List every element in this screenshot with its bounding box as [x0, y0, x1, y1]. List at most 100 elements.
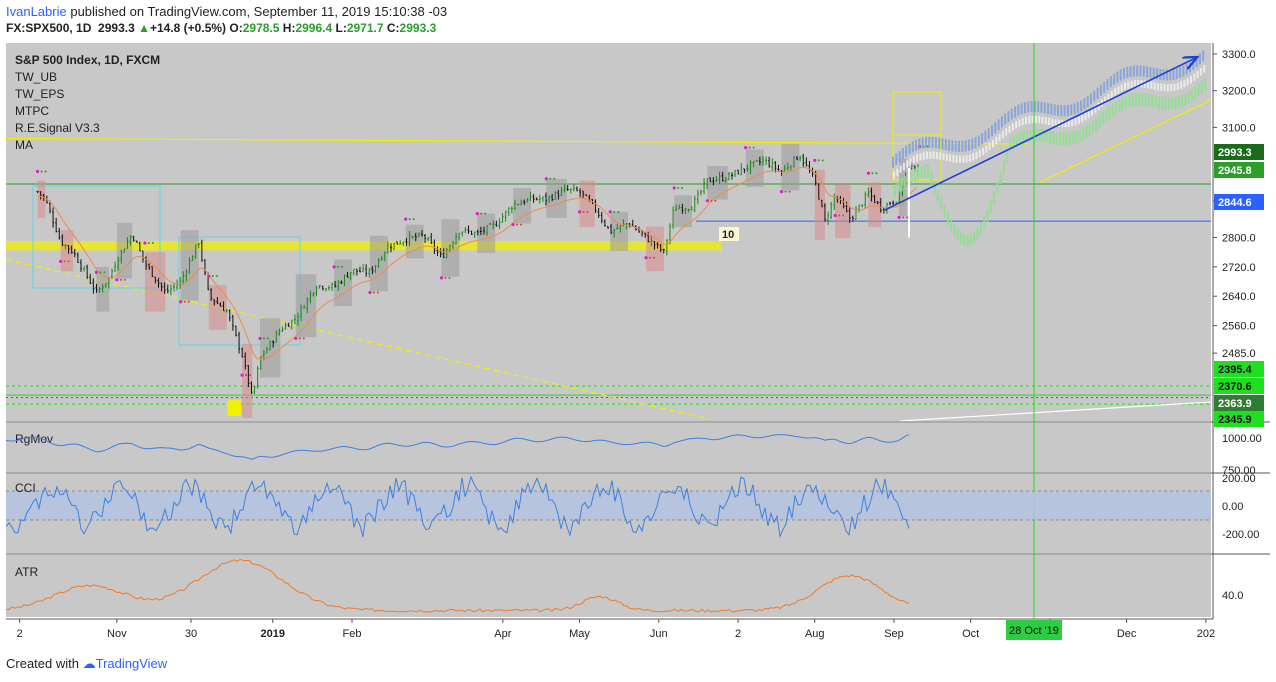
cci-tick: -200.00	[1222, 529, 1259, 541]
signal-dot-small	[821, 159, 824, 162]
up-arrow-icon: ▲	[138, 21, 150, 35]
signal-dot-small	[817, 159, 820, 162]
signal-dot-small	[63, 260, 66, 263]
signal-box	[745, 149, 764, 187]
signal-dot-small	[151, 242, 154, 245]
price-badge	[1214, 162, 1264, 178]
signal-box	[477, 213, 496, 253]
main-pane	[6, 43, 1211, 421]
rgmov-tick: 750.00	[1222, 465, 1256, 477]
price-badge	[1214, 378, 1264, 394]
signal-dot-small	[681, 186, 684, 189]
rgmov-line	[5, 434, 910, 461]
signal-dot-small	[298, 337, 301, 340]
signal-dot-small	[926, 145, 929, 148]
signal-dot	[240, 373, 244, 377]
signal-dot-small	[448, 276, 451, 279]
signal-dot-small	[617, 210, 620, 213]
signal-dot-small	[902, 216, 905, 219]
signal-dot-small	[549, 177, 552, 180]
date-badge-label: 28 Oct '19	[1009, 625, 1059, 637]
tradingview-logo-icon[interactable]: ☁	[82, 656, 96, 671]
signal-dot	[35, 169, 40, 174]
signal-dot	[779, 190, 784, 194]
signal-dot-small	[123, 278, 126, 281]
price-badge-label: 2945.8	[1218, 165, 1252, 177]
indicator-label-0: S&P 500 Index, 1D, FXCM	[15, 53, 160, 67]
forecast-arrow	[884, 58, 1196, 211]
signal-dot-small	[520, 223, 523, 226]
signal-dot-small	[266, 337, 269, 340]
main-plot: 10	[6, 50, 1211, 421]
date-tick-label: Sep	[884, 628, 904, 640]
signal-dot-small	[249, 374, 252, 377]
annotation-bg	[719, 227, 739, 241]
thumbs-up-icon	[227, 400, 241, 416]
signal-dot	[897, 215, 901, 219]
signal-dot-small	[67, 260, 70, 263]
cci-tick: 0.00	[1222, 501, 1243, 513]
signal-dot	[404, 217, 408, 221]
price-tick-label: 2800.0	[1222, 233, 1256, 245]
signal-dot	[258, 336, 262, 341]
price-tick-label: 3200.0	[1222, 86, 1256, 98]
signal-dot-small	[875, 172, 878, 175]
price-badge	[1214, 361, 1264, 377]
signal-dot-small	[245, 374, 248, 377]
high-label: H:	[282, 21, 296, 35]
symbol-label: FX:SPX500, 1D	[6, 21, 92, 35]
signal-dot-small	[376, 291, 379, 294]
author-link[interactable]: IvanLabrie	[6, 4, 67, 19]
tradingview-brand[interactable]: TradingView	[95, 656, 168, 671]
close-label: C:	[386, 21, 400, 35]
date-tick-label: Aug	[805, 628, 825, 640]
signal-dot	[58, 259, 63, 263]
low-value: 2971.7	[346, 21, 384, 35]
signal-box	[295, 274, 317, 338]
signal-box	[513, 187, 531, 224]
signal-dot-small	[372, 291, 375, 294]
publish-info: IvanLabrie published on TradingView.com,…	[6, 4, 447, 19]
signal-dot-small	[262, 337, 265, 340]
signal-box	[334, 259, 353, 307]
trend-line	[1039, 99, 1211, 183]
signal-dot	[511, 223, 515, 227]
cci-tick: 200.00	[1222, 473, 1256, 485]
signal-dot-small	[211, 275, 214, 278]
change-value: +14.8 (+0.5%)	[149, 21, 227, 35]
signal-box	[707, 165, 728, 200]
footer: Created with ☁TradingView	[6, 656, 167, 672]
ohlc-line: FX:SPX500, 1D 2993.3 ▲+14.8 (+0.5%) O:29…	[6, 21, 436, 35]
signal-dot	[207, 274, 211, 278]
white-trend-line	[899, 401, 1211, 421]
low-label: L:	[335, 21, 347, 35]
signal-dot	[577, 210, 582, 214]
indicator-label-4: R.E.Signal V3.3	[15, 121, 100, 135]
signal-dot	[544, 177, 548, 181]
signal-dot-small	[838, 214, 841, 217]
indicator-label-2: TW_EPS	[15, 87, 64, 101]
trend-line	[6, 137, 1031, 145]
date-tick-label: Apr	[494, 628, 511, 640]
close-value: 2993.3	[399, 21, 437, 35]
signal-dot-small	[871, 172, 874, 175]
signal-dot	[179, 300, 183, 304]
signal-dot-small	[147, 242, 150, 245]
rgmov-title: RgMov	[15, 432, 53, 446]
signal-dot	[143, 241, 147, 245]
price-tick-label: 2485.0	[1222, 348, 1256, 360]
atr-pane	[6, 555, 1211, 617]
date-tick-label: 2	[735, 628, 741, 640]
date-tick-label: May	[569, 628, 590, 640]
signal-dot	[705, 199, 709, 203]
signal-dot	[833, 213, 837, 218]
indicator-label-5: MA	[15, 138, 33, 152]
signal-dot-small	[649, 256, 652, 259]
signal-dot-small	[714, 199, 717, 202]
price-badge-label: 2395.4	[1218, 364, 1253, 376]
date-tick-label: Nov	[107, 628, 127, 640]
signal-dot-small	[187, 300, 190, 303]
signal-dot-small	[906, 216, 909, 219]
signal-dot-small	[40, 170, 43, 173]
